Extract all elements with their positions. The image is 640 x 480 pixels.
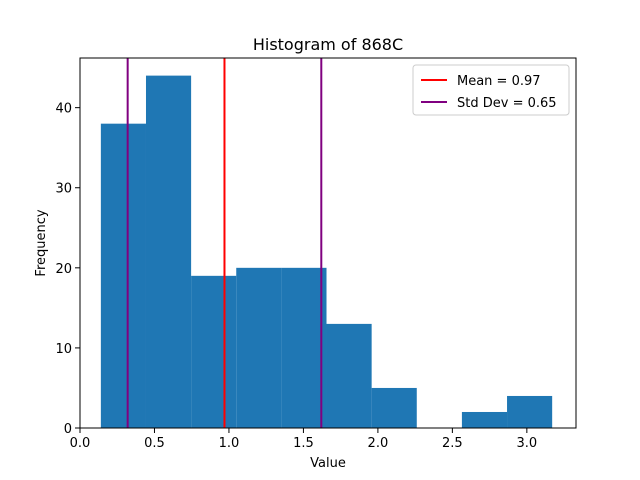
histogram-bar-8 xyxy=(461,411,508,428)
x-tick-label-0: 0.0 xyxy=(70,436,91,451)
y-tick-label-0: 0 xyxy=(64,422,72,437)
y-tick-label-2: 20 xyxy=(55,262,72,277)
x-tick-label-2: 1.0 xyxy=(219,436,240,451)
x-tick-label-4: 2.0 xyxy=(368,436,389,451)
x-tick-label-5: 2.5 xyxy=(442,436,463,451)
y-tick-label-4: 40 xyxy=(55,102,72,117)
reference-lines xyxy=(126,58,323,428)
histogram-bar-1 xyxy=(145,75,192,428)
y-tick-label-3: 30 xyxy=(55,182,72,197)
plot-area-frame xyxy=(79,57,577,429)
histogram-bar-0 xyxy=(100,123,146,429)
x-axis-ticks: 0.0 0.5 1.0 1.5 2.0 2.5 3.0 xyxy=(70,428,538,451)
legend-label-1: Std Dev = 0.65 xyxy=(457,96,557,111)
histogram-bars xyxy=(100,75,553,429)
y-axis-label: Frequency xyxy=(34,209,49,276)
histogram-bar-9 xyxy=(507,395,553,428)
legend-label-0: Mean = 0.97 xyxy=(457,74,541,89)
x-tick-label-6: 3.0 xyxy=(517,436,538,451)
x-axis-label: Value xyxy=(310,456,346,471)
legend-box xyxy=(412,64,570,116)
x-tick-label-1: 0.5 xyxy=(144,436,165,451)
histogram-bar-6 xyxy=(371,387,417,428)
x-tick-label-3: 1.5 xyxy=(293,436,314,451)
chart-title: Histogram of 868C xyxy=(253,35,403,54)
legend: Mean = 0.97 Std Dev = 0.65 xyxy=(412,64,570,116)
histogram-bar-4 xyxy=(281,267,327,428)
y-axis-ticks: 0 10 20 30 40 xyxy=(55,102,80,437)
histogram-bar-2 xyxy=(191,275,237,428)
histogram-bar-3 xyxy=(236,267,282,428)
y-tick-label-1: 10 xyxy=(55,342,72,357)
histogram-bar-5 xyxy=(326,323,372,428)
